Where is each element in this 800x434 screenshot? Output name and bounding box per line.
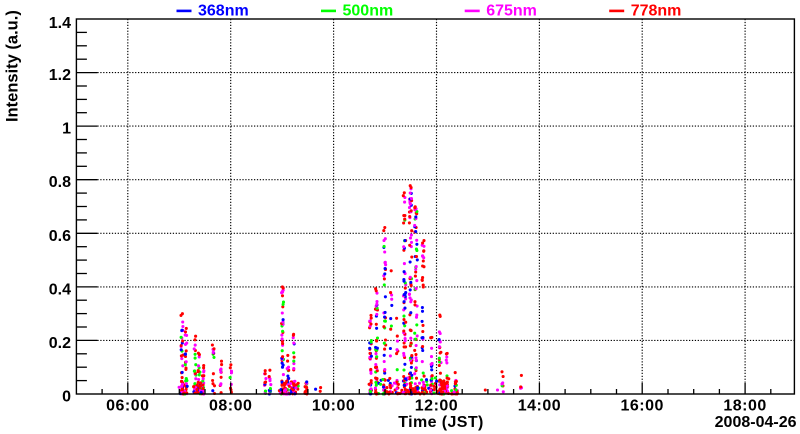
svg-text:0.8: 0.8 — [49, 174, 71, 191]
svg-text:0: 0 — [62, 389, 71, 406]
svg-text:08:00: 08:00 — [209, 398, 252, 415]
svg-text:500nm: 500nm — [343, 3, 394, 20]
svg-text:778nm: 778nm — [631, 3, 682, 20]
svg-text:2008-04-26: 2008-04-26 — [715, 414, 797, 431]
svg-text:1.4: 1.4 — [49, 15, 71, 32]
svg-text:0.6: 0.6 — [49, 228, 71, 245]
svg-text:675nm: 675nm — [486, 3, 537, 20]
svg-text:0.2: 0.2 — [49, 335, 71, 352]
svg-text:1: 1 — [62, 121, 71, 138]
svg-text:16:00: 16:00 — [620, 398, 663, 415]
svg-text:1.2: 1.2 — [49, 67, 71, 84]
svg-text:12:00: 12:00 — [415, 398, 458, 415]
svg-text:368nm: 368nm — [198, 3, 249, 20]
svg-text:Time (JST): Time (JST) — [398, 414, 484, 431]
svg-text:06:00: 06:00 — [106, 398, 149, 415]
svg-text:14:00: 14:00 — [518, 398, 561, 415]
svg-text:0.4: 0.4 — [49, 281, 71, 298]
svg-text:10:00: 10:00 — [312, 398, 355, 415]
svg-text:18:00: 18:00 — [723, 398, 766, 415]
svg-text:Intensity (a.u.): Intensity (a.u.) — [4, 10, 22, 122]
